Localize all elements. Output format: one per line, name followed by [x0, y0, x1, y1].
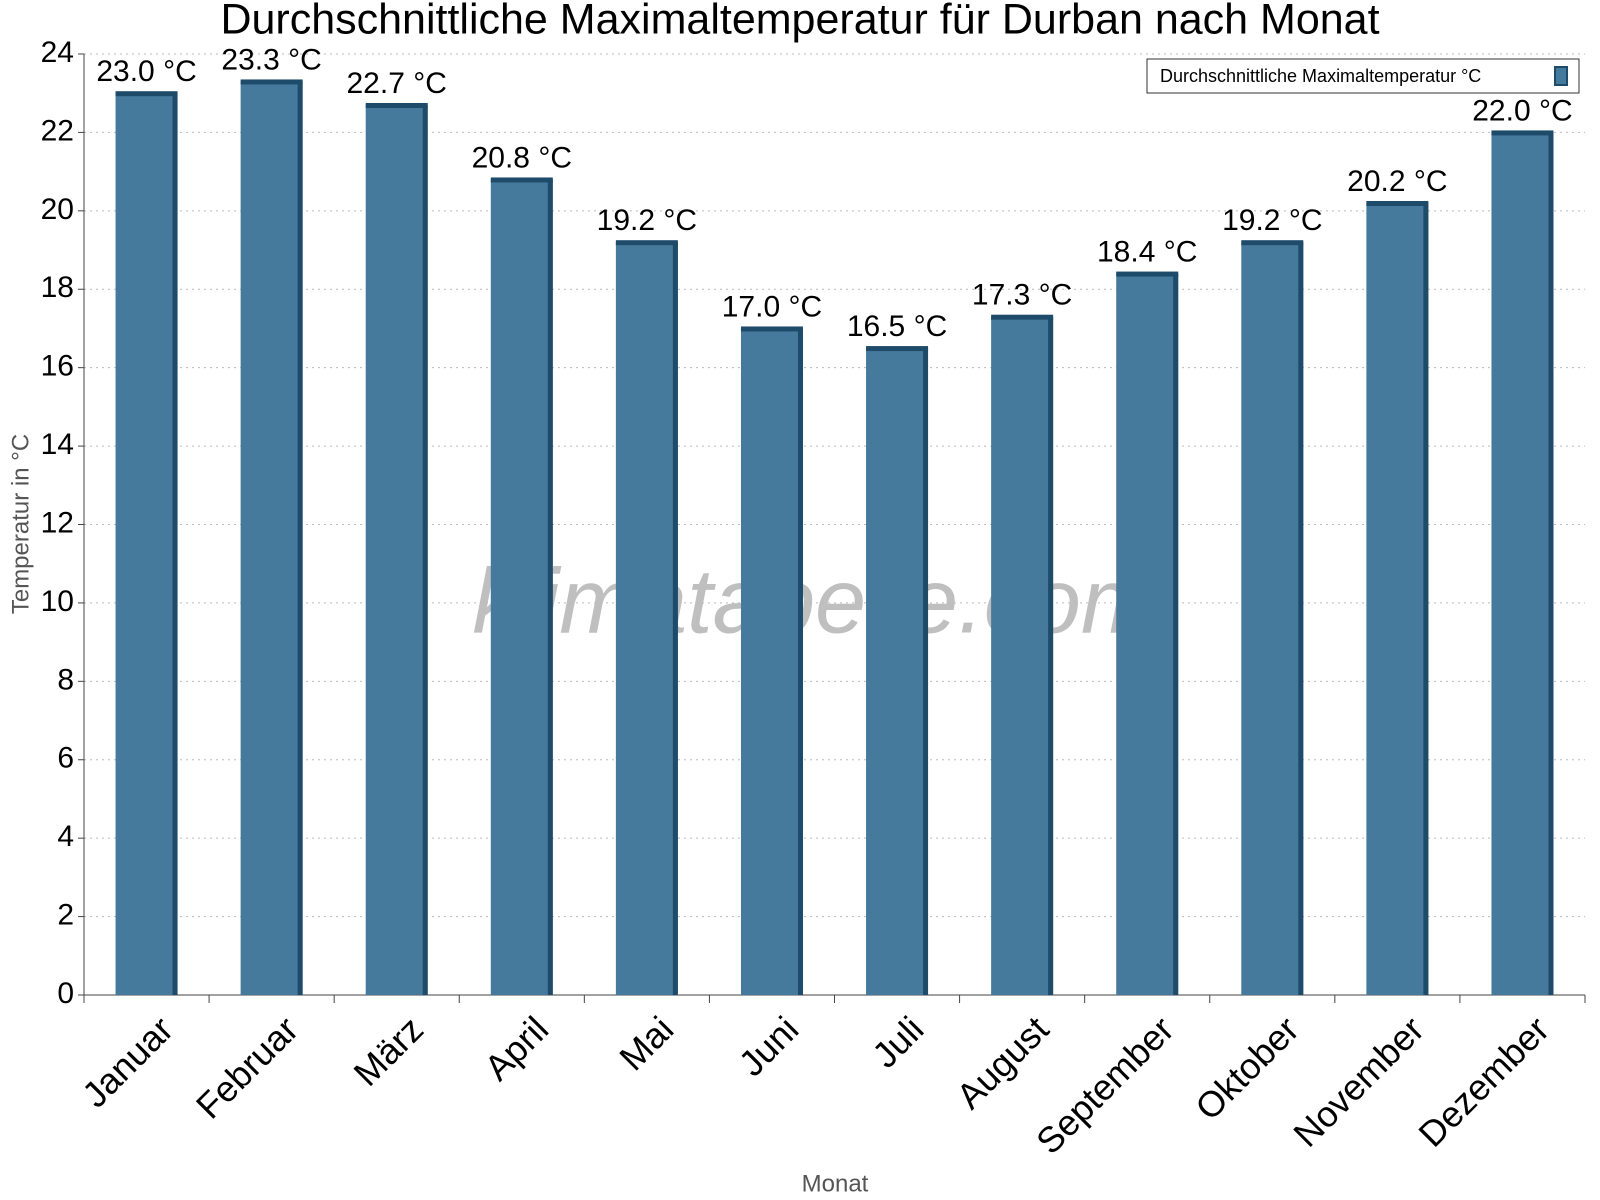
chart-title: Durchschnittliche Maximaltemperatur für … [220, 0, 1379, 43]
bar-top [240, 79, 303, 85]
y-tick-label: 14 [41, 428, 74, 461]
x-tick-label: Februar [188, 1008, 306, 1126]
value-label: 17.0 °C [722, 290, 822, 323]
x-tick-label: Juni [731, 1008, 807, 1084]
x-tick-label: Oktober [1187, 1008, 1307, 1128]
bar [1366, 202, 1429, 995]
bar-edge [1423, 202, 1429, 995]
y-tick-label: 20 [41, 193, 74, 226]
y-axis-title: Temperatur in °C [7, 434, 34, 614]
bar [1491, 132, 1554, 995]
y-tick-label: 4 [57, 820, 74, 853]
x-tick-label: April [476, 1008, 556, 1088]
bar-edge [1298, 242, 1304, 995]
x-tick-label: August [948, 1008, 1056, 1116]
y-tick-label: 16 [41, 350, 74, 383]
value-label: 20.2 °C [1347, 165, 1447, 198]
legend-swatch [1554, 66, 1568, 86]
y-tick-label: 10 [41, 585, 74, 618]
value-label: 17.3 °C [972, 279, 1072, 312]
y-tick-label: 22 [41, 114, 74, 147]
bar [1241, 242, 1304, 995]
bar-edge [547, 179, 553, 995]
bar [490, 179, 553, 995]
bar-top [365, 102, 428, 108]
bar-edge [797, 328, 803, 995]
bar-top [866, 346, 929, 352]
bar [991, 316, 1054, 996]
value-label: 22.7 °C [347, 67, 447, 100]
x-tick-label: Juli [864, 1008, 931, 1075]
bar-top [615, 240, 678, 246]
value-label: 16.5 °C [847, 310, 947, 343]
y-tick-label: 0 [57, 977, 74, 1010]
y-tick-label: 6 [57, 742, 74, 775]
bar [115, 93, 178, 996]
x-axis-title: Monat [802, 1170, 869, 1197]
bar-edge [297, 81, 303, 996]
bar-top [1491, 130, 1554, 136]
y-tick-label: 24 [41, 36, 74, 69]
bar [866, 348, 929, 995]
y-tick-label: 2 [57, 899, 74, 932]
x-tick-label: März [346, 1008, 432, 1094]
value-label: 22.0 °C [1472, 94, 1572, 127]
legend-label: Durchschnittliche Maximaltemperatur °C [1160, 66, 1481, 86]
bar-edge [672, 242, 678, 995]
bar-edge [1548, 132, 1554, 995]
bar-top [1366, 200, 1429, 206]
y-tick-label: 12 [41, 506, 74, 539]
y-tick-label: 8 [57, 663, 74, 696]
legend-box [1146, 58, 1580, 94]
watermark: klimatabelle.com [472, 550, 1157, 652]
bar-top [1241, 240, 1304, 246]
y-tick-label: 18 [41, 271, 74, 304]
bar [365, 104, 428, 996]
bar [740, 328, 803, 995]
bar-edge [1173, 273, 1179, 996]
bar-top [740, 326, 803, 332]
x-tick-label: Mai [611, 1008, 681, 1078]
bar-top [1116, 271, 1179, 277]
bar-top [991, 314, 1054, 320]
x-tick-label: November [1285, 1008, 1431, 1154]
value-label: 23.3 °C [221, 43, 321, 76]
x-tick-label: Januar [74, 1008, 181, 1115]
bar-edge [422, 104, 428, 996]
bar [615, 242, 678, 995]
bar-edge [923, 348, 929, 995]
x-tick-label: September [1028, 1008, 1182, 1162]
bar-edge [1048, 316, 1054, 996]
bar-edge [172, 93, 178, 996]
value-label: 19.2 °C [1222, 204, 1322, 237]
x-tick-label: Dezember [1410, 1008, 1556, 1154]
bar-top [115, 91, 178, 97]
value-label: 20.8 °C [472, 141, 572, 174]
bar-top [490, 177, 553, 183]
value-label: 18.4 °C [1097, 235, 1197, 268]
value-label: 23.0 °C [96, 55, 196, 88]
value-label: 19.2 °C [597, 204, 697, 237]
bar [240, 81, 303, 996]
bar [1116, 273, 1179, 996]
